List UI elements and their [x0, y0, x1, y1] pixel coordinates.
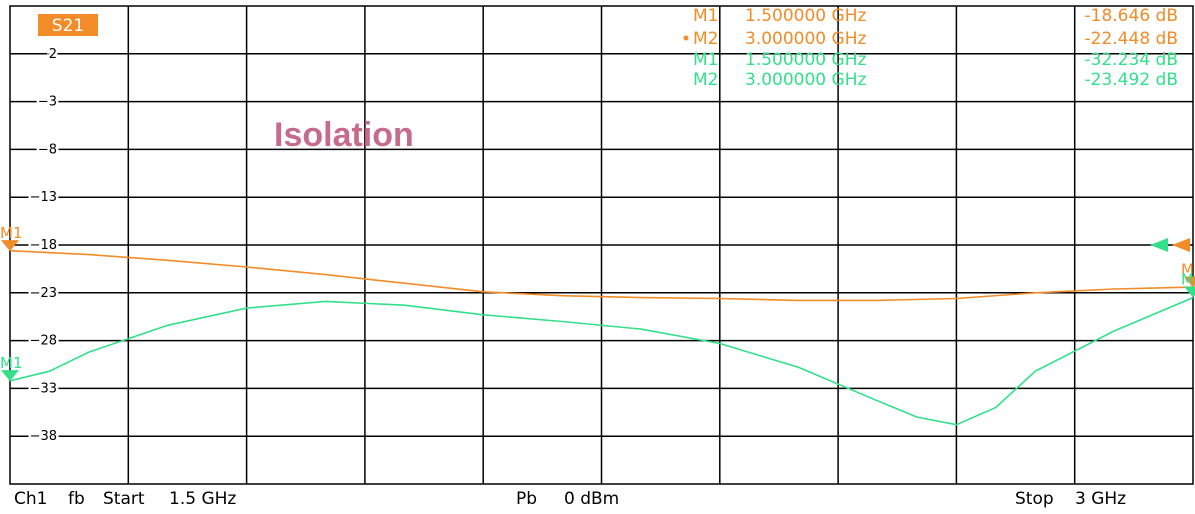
footer-stop-label: Stop	[1015, 489, 1054, 509]
marker-readout-label: M2	[693, 29, 718, 49]
y-tick-label: −18	[30, 238, 57, 253]
marker-readout-value: -22.448 dB	[1085, 29, 1178, 49]
footer-mode: fb	[68, 489, 85, 509]
footer-start-label: Start	[103, 489, 145, 509]
marker-readout-frequency: 1.500000 GHz	[745, 6, 866, 26]
marker-flag-triangle	[1184, 286, 1195, 298]
y-tick-label: −3	[38, 95, 57, 110]
marker-flag-label: M1	[0, 224, 23, 242]
y-tick-label: −28	[30, 334, 57, 349]
y-tick-label: −8	[38, 142, 57, 157]
reference-level-arrow	[1150, 238, 1168, 252]
marker-flag-triangle	[1184, 276, 1195, 288]
marker-flag-label: M1	[0, 354, 23, 372]
marker-readout-value: -18.646 dB	[1085, 6, 1178, 26]
y-tick-label: −38	[30, 429, 57, 444]
reference-level-arrow	[1172, 238, 1190, 252]
marker-flag-label: M	[1181, 271, 1194, 289]
footer-power-value: 0 dBm	[564, 489, 620, 509]
footer-power-label: Pb	[516, 489, 538, 509]
marker-readout-frequency: 3.000000 GHz	[745, 70, 866, 90]
footer-start-value: 1.5 GHz	[169, 489, 237, 509]
marker-readout-label: M1	[693, 6, 718, 26]
y-tick-label: −23	[30, 286, 57, 301]
footer-stop-value: 3 GHz	[1075, 489, 1127, 509]
footer-channel: Ch1	[14, 489, 48, 509]
marker-readout-frequency: 3.000000 GHz	[745, 29, 866, 49]
marker-readout-value: -32.234 dB	[1085, 50, 1178, 70]
marker-readout-label: M1	[693, 50, 718, 70]
marker-readout-value: -23.492 dB	[1085, 70, 1178, 90]
marker-readout-label: M2	[693, 70, 718, 90]
marker-flag-triangle	[1, 240, 19, 252]
trace-label: S21	[52, 16, 84, 36]
marker-flag-triangle	[1, 370, 19, 382]
y-tick-label: 2	[49, 47, 57, 62]
y-tick-label: −13	[30, 190, 57, 205]
y-tick-label: −33	[30, 381, 57, 396]
marker-flag-label: M	[1181, 261, 1194, 279]
marker-readout-frequency: 1.500000 GHz	[745, 50, 866, 70]
chart-annotation: Isolation	[274, 116, 414, 154]
trace-label-box	[38, 14, 98, 36]
series-line-2	[9, 296, 1194, 426]
active-marker-dot	[683, 35, 689, 41]
series-line-1	[9, 249, 1194, 302]
